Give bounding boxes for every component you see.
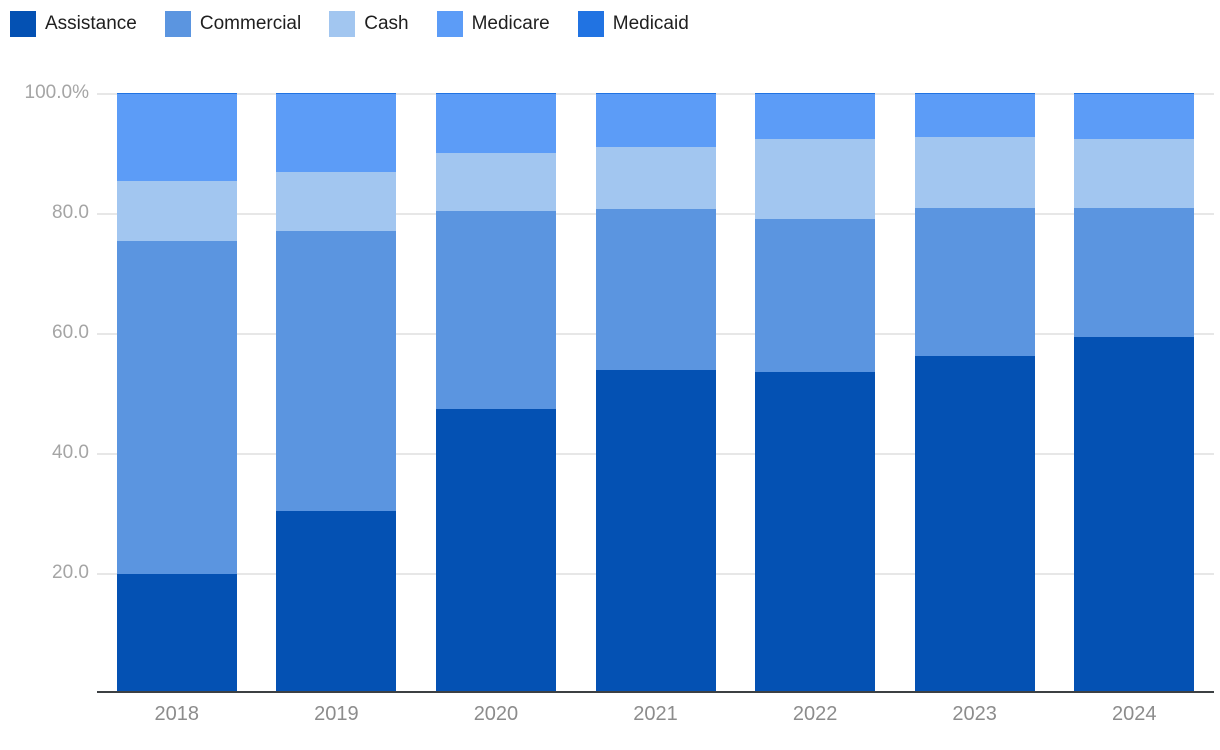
x-axis-category-label: 2024	[1112, 703, 1157, 725]
bar-segment-medicare[interactable]	[435, 94, 556, 154]
legend-swatch-icon	[164, 11, 191, 37]
y-axis: 100.0% 80.0 60.0 40.0 20.0	[0, 82, 89, 693]
x-axis-category-label: 2023	[952, 703, 997, 725]
legend-label: Medicare	[471, 13, 550, 34]
bar-segment-medicaid[interactable]	[914, 93, 1035, 95]
bar-column	[576, 93, 736, 693]
bar-segment-cash[interactable]	[755, 138, 876, 219]
bar-2018	[116, 93, 237, 693]
x-axis-category-label: 2019	[314, 703, 359, 725]
bar-segment-cash[interactable]	[914, 137, 1035, 209]
bar-segment-medicaid[interactable]	[276, 93, 397, 95]
bar-column	[257, 93, 417, 693]
bar-segment-assistance[interactable]	[276, 511, 397, 693]
legend-swatch-icon	[10, 11, 36, 37]
plot-area	[97, 93, 1214, 693]
bar-segment-medicaid[interactable]	[595, 93, 716, 95]
bar-column	[1054, 93, 1214, 693]
legend-label: Medicaid	[612, 13, 689, 34]
bar-segment-medicaid[interactable]	[435, 93, 556, 95]
bar-segment-cash[interactable]	[276, 172, 397, 232]
x-axis-category-label: 2022	[792, 703, 838, 725]
bar-column	[97, 93, 257, 693]
x-axis-category-label: 2018	[154, 703, 200, 725]
legend-item-commercial[interactable]: Commercial	[164, 11, 302, 37]
bar-segment-commercial[interactable]	[914, 208, 1035, 357]
x-axis: 2018 2019 2020 2021 2022 2023 2024	[97, 703, 1214, 726]
bar-segment-commercial[interactable]	[276, 231, 397, 512]
bar-segment-commercial[interactable]	[1074, 208, 1195, 338]
y-axis-tick-label: 20.0	[52, 562, 89, 583]
bar-segment-cash[interactable]	[116, 181, 237, 242]
bar-segment-assistance[interactable]	[435, 408, 556, 693]
bar-segment-medicare[interactable]	[755, 94, 876, 139]
bar-segment-commercial[interactable]	[116, 241, 237, 575]
bar-segment-commercial[interactable]	[435, 210, 556, 409]
bar-segment-medicaid[interactable]	[1074, 93, 1195, 95]
bar-2024	[1074, 93, 1195, 693]
legend-swatch-icon	[436, 11, 463, 37]
legend-label: Cash	[364, 13, 409, 34]
bar-segment-cash[interactable]	[1074, 138, 1195, 209]
y-axis-tick-label: 80.0	[52, 202, 89, 223]
bar-segment-medicare[interactable]	[914, 94, 1035, 138]
bar-segment-assistance[interactable]	[755, 372, 876, 693]
legend-item-cash[interactable]: Cash	[329, 11, 409, 37]
legend-item-medicaid[interactable]: Medicaid	[577, 11, 689, 37]
bar-segment-medicaid[interactable]	[116, 93, 237, 95]
bars-container	[97, 93, 1214, 693]
bar-segment-medicare[interactable]	[595, 94, 716, 148]
bar-segment-cash[interactable]	[435, 153, 556, 211]
bar-segment-commercial[interactable]	[755, 219, 876, 372]
bar-2023	[914, 93, 1035, 693]
legend-swatch-icon	[577, 11, 604, 37]
y-axis-tick-label: 60.0	[52, 322, 89, 343]
bar-segment-medicare[interactable]	[1074, 94, 1195, 139]
bar-column	[735, 93, 895, 693]
legend-label: Commercial	[199, 13, 302, 34]
bar-2020	[435, 93, 556, 693]
bar-2019	[276, 93, 397, 693]
legend-label: Assistance	[45, 13, 137, 34]
chart-legend: Assistance Commercial Cash Medicare Medicaid	[10, 11, 689, 37]
bar-segment-assistance[interactable]	[1074, 337, 1195, 693]
bar-segment-cash[interactable]	[595, 147, 716, 209]
x-axis-category-label: 2021	[633, 703, 678, 725]
bar-segment-medicaid[interactable]	[755, 93, 876, 95]
bar-column	[895, 93, 1055, 693]
bar-segment-assistance[interactable]	[914, 356, 1035, 693]
bar-segment-medicare[interactable]	[276, 94, 397, 173]
bar-2022	[755, 93, 876, 693]
y-axis-tick-label: 40.0	[52, 442, 89, 463]
bar-segment-assistance[interactable]	[595, 369, 716, 693]
bar-2021	[595, 93, 716, 693]
bar-segment-commercial[interactable]	[595, 208, 716, 370]
y-axis-tick-label: 100.0%	[24, 82, 89, 103]
legend-swatch-icon	[329, 11, 356, 37]
bar-column	[416, 93, 576, 693]
bar-segment-medicare[interactable]	[116, 94, 237, 182]
x-axis-line	[97, 691, 1214, 693]
legend-item-medicare[interactable]: Medicare	[436, 11, 550, 37]
x-axis-category-label: 2020	[473, 703, 519, 725]
bar-segment-assistance[interactable]	[116, 574, 237, 693]
legend-item-assistance[interactable]: Assistance	[10, 11, 137, 37]
